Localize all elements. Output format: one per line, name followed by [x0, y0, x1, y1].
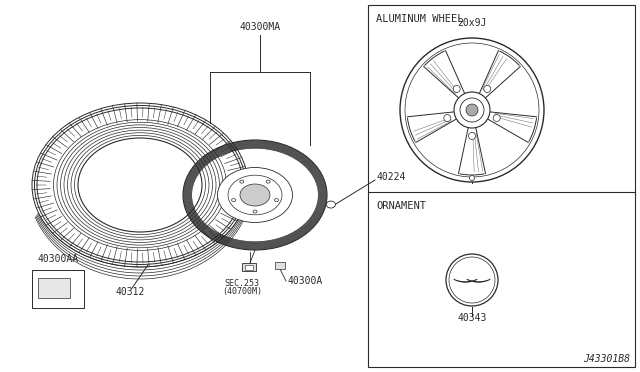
Bar	[275, 262, 285, 269]
Text: ORNAMENT: ORNAMENT	[376, 201, 426, 211]
Ellipse shape	[240, 180, 244, 183]
Bar	[245, 265, 253, 270]
Ellipse shape	[240, 184, 270, 206]
Ellipse shape	[275, 199, 278, 202]
Ellipse shape	[78, 138, 202, 232]
Ellipse shape	[253, 210, 257, 213]
Circle shape	[400, 38, 544, 182]
Text: 40300MA: 40300MA	[239, 22, 280, 32]
Text: 20x9J: 20x9J	[458, 18, 486, 28]
Text: 40312: 40312	[115, 287, 145, 297]
Text: 40300MA: 40300MA	[451, 170, 493, 180]
Ellipse shape	[218, 167, 292, 222]
Circle shape	[484, 86, 491, 93]
Bar	[38, 278, 70, 298]
Circle shape	[468, 132, 476, 140]
Text: (40700M): (40700M)	[222, 287, 262, 296]
Text: 40224: 40224	[377, 172, 406, 182]
Text: ALUMINUM WHEEL: ALUMINUM WHEEL	[376, 14, 463, 24]
Circle shape	[444, 115, 451, 122]
Circle shape	[454, 92, 490, 128]
Ellipse shape	[326, 201, 335, 208]
Text: J43301B8: J43301B8	[583, 354, 630, 364]
Text: 40300AA: 40300AA	[37, 254, 78, 264]
Circle shape	[446, 254, 498, 306]
Bar	[32, 270, 84, 308]
Circle shape	[453, 86, 460, 93]
Text: 40343: 40343	[458, 313, 486, 323]
Bar	[368, 5, 635, 367]
Text: SEC.253: SEC.253	[225, 279, 259, 288]
Circle shape	[470, 176, 474, 180]
Bar	[242, 263, 256, 271]
Text: 40300A: 40300A	[288, 276, 323, 286]
Ellipse shape	[232, 199, 236, 202]
Circle shape	[493, 115, 500, 122]
Circle shape	[466, 104, 478, 116]
Ellipse shape	[266, 180, 270, 183]
